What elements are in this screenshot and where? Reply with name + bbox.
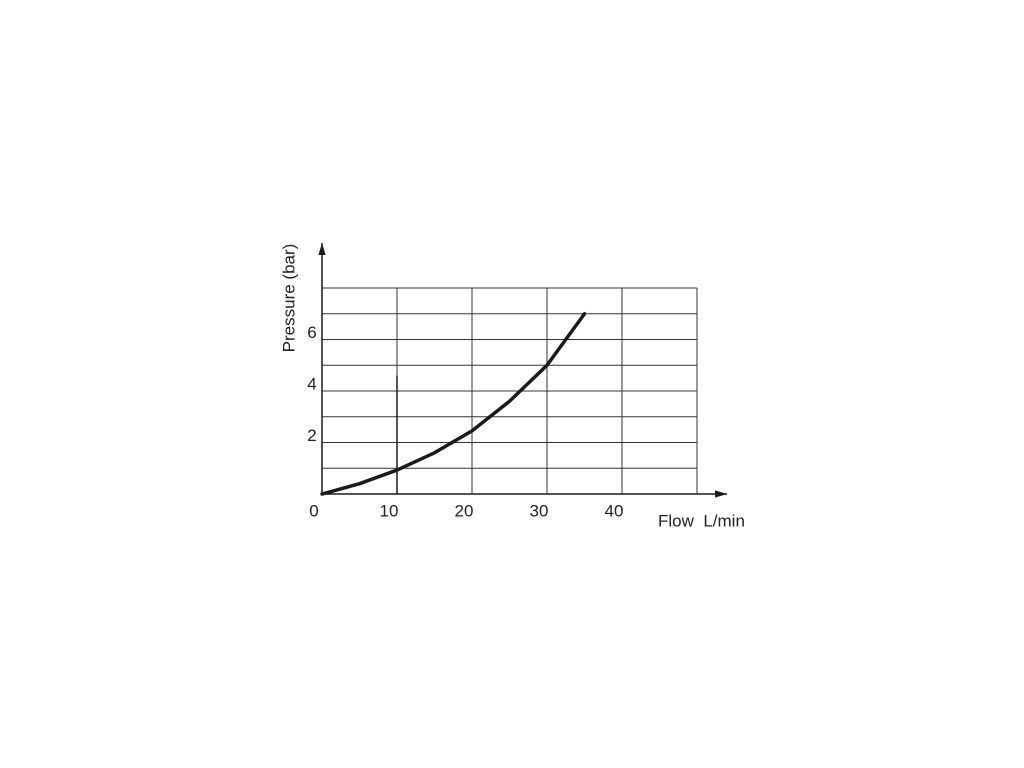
x-tick-label: 40 [605,501,624,520]
line [320,312,587,496]
x-tick-label: 30 [530,501,549,520]
y-axis-label: Pressure (bar) [279,244,298,353]
x-axis-label: Flow L/min [658,511,745,530]
x-tick-label: 20 [455,501,474,520]
y-tick-label: 4 [307,374,316,393]
x-tick-label: 10 [380,501,399,520]
x-tick-label: 0 [309,501,318,520]
y-tick-label: 2 [307,426,316,445]
y-tick-label: 6 [307,323,316,342]
